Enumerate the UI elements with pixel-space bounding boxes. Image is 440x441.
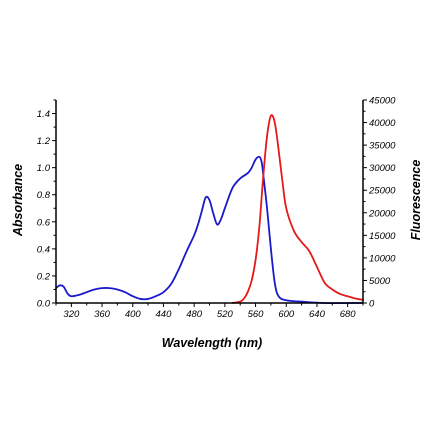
x-tick-label: 320	[63, 309, 80, 320]
y2-tick-label: 30000	[369, 163, 396, 174]
y-tick-label: 1.4	[37, 109, 50, 120]
y-tick-label: 0.6	[37, 217, 51, 228]
y-tick-label: 1.2	[37, 136, 51, 147]
y-tick-label: 1.0	[37, 163, 51, 174]
x-tick-label: 440	[156, 309, 173, 320]
y-axis-right: 0 5000 10000 15000 20000 25000 30000 35000 40000…	[362, 96, 396, 310]
series-line-absorbance	[55, 155, 364, 305]
y2-tick-label: 40000	[369, 118, 396, 129]
x-tick-label: 480	[186, 309, 203, 320]
y-tick-label: 0.2	[37, 271, 51, 282]
y-tick-label: 0.8	[37, 190, 51, 201]
x-tick-label: 680	[340, 309, 357, 320]
y2-tick-label: 0	[369, 299, 375, 310]
y2-tick-label: 5000	[369, 276, 391, 287]
y-axis-title: Absorbance	[11, 164, 25, 237]
x-tick-label: 520	[217, 309, 234, 320]
x-tick-label: 360	[94, 309, 111, 320]
y-axis-left: 0.0 0.2 0.4 0.6 0.8 1.0 1.2 1.4	[37, 99, 57, 310]
x-tick-label: 560	[248, 309, 265, 320]
plot-area	[55, 114, 364, 305]
series-line-fluorescence	[231, 114, 364, 304]
y-tick-label: 0.0	[37, 299, 51, 310]
y2-tick-label: 20000	[368, 208, 396, 219]
y2-tick-label: 35000	[369, 141, 396, 152]
x-axis: 320 360 400 440 480 520 560 600 640 680	[55, 302, 364, 320]
y2-tick-label: 15000	[369, 231, 396, 242]
x-tick-label: 600	[278, 309, 295, 320]
y2-axis-title: Fluorescence	[409, 160, 423, 241]
y2-tick-label: 45000	[369, 96, 396, 107]
x-tick-label: 640	[309, 309, 326, 320]
y2-tick-label: 25000	[368, 186, 396, 197]
y-tick-label: 0.4	[37, 244, 50, 255]
y2-tick-label: 10000	[369, 253, 396, 264]
x-axis-title: Wavelength (nm)	[162, 336, 262, 350]
x-tick-label: 400	[125, 309, 142, 320]
